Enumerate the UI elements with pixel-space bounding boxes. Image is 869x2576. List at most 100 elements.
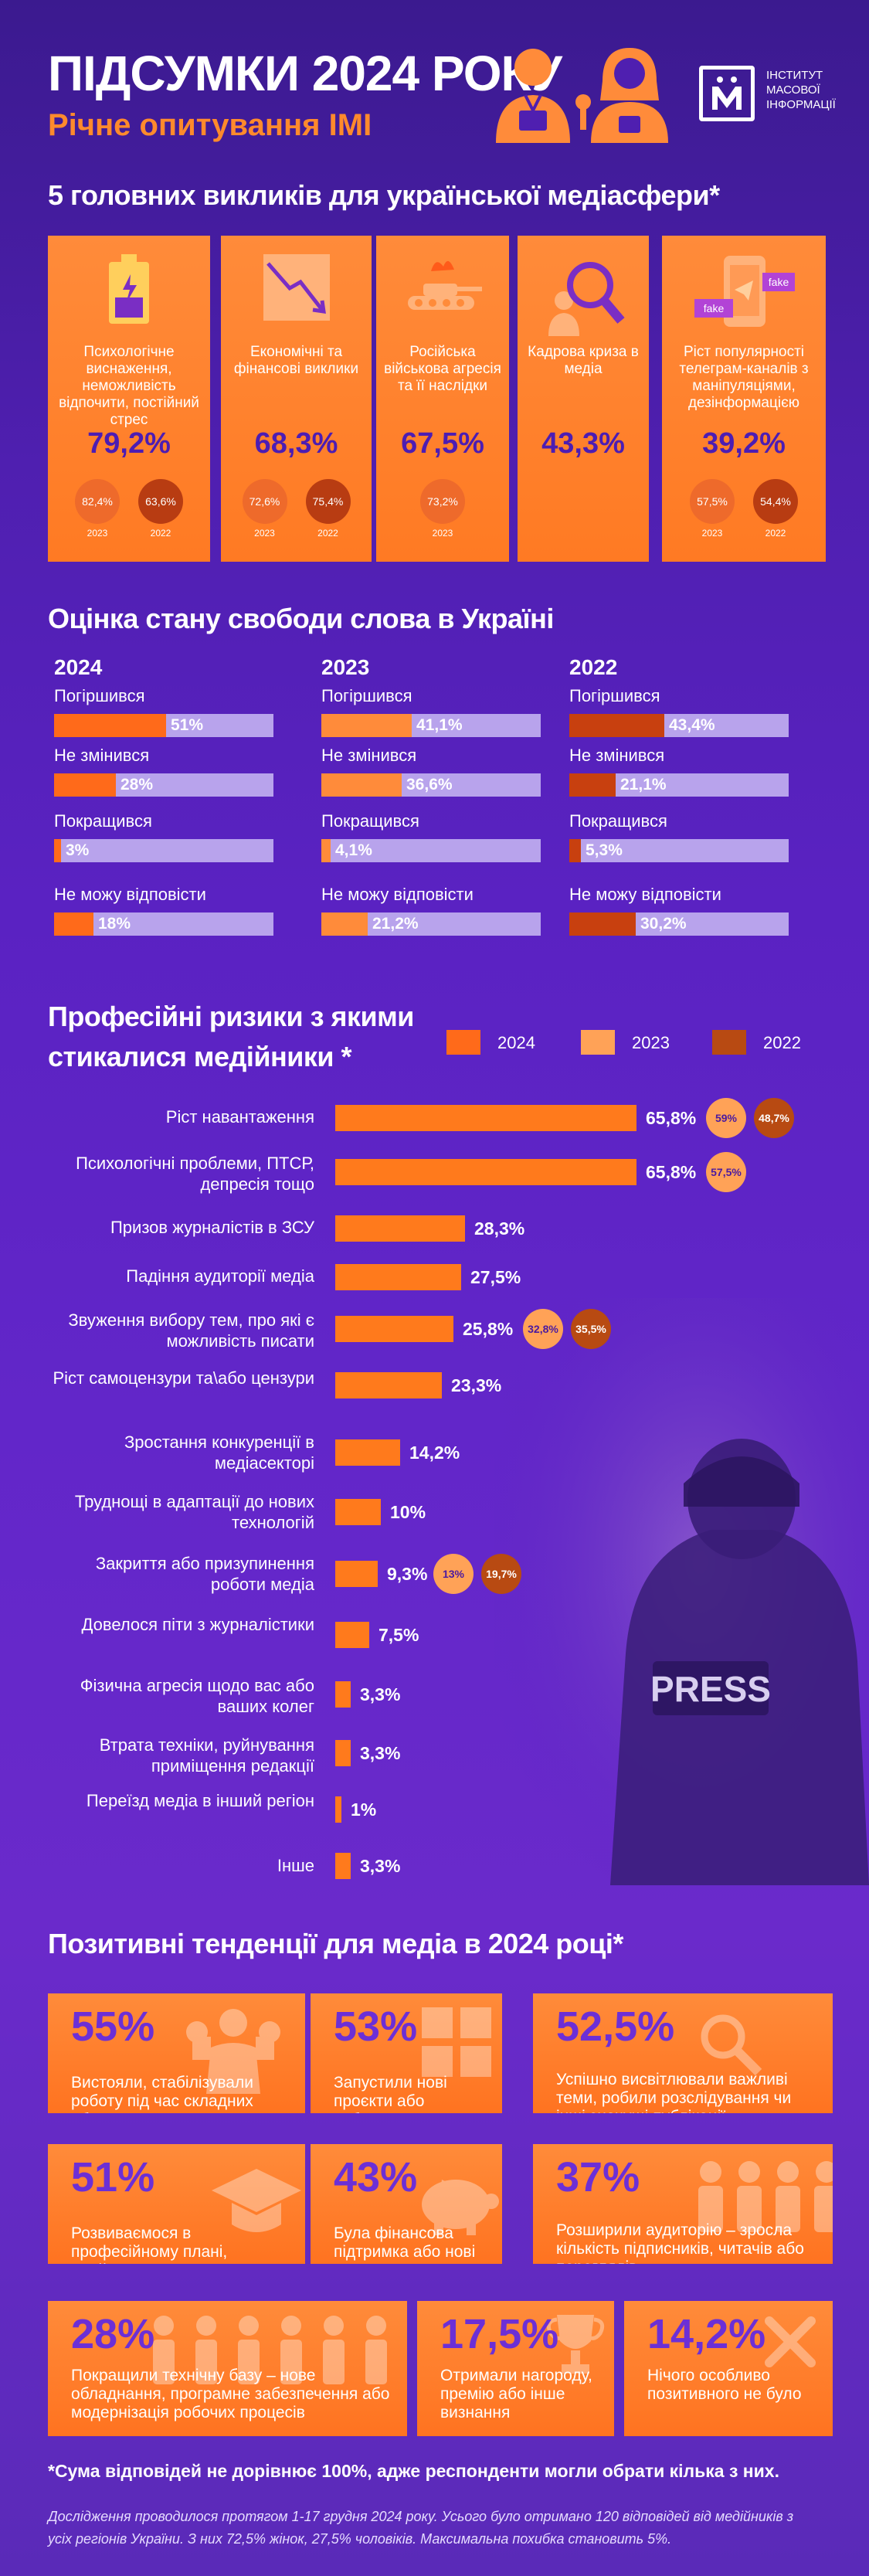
freedom-bar-track: 18% xyxy=(54,912,273,936)
freedom-bar-track: 51% xyxy=(54,714,273,737)
risk-value-2024: 3,3% xyxy=(360,1743,401,1763)
risk-label: Ріст навантаження xyxy=(165,1107,314,1127)
logo-line-1: ІНСТИТУТ xyxy=(766,69,823,82)
trend-down-icon xyxy=(262,253,331,326)
risk-label: Ріст самоцензури та\або цензури xyxy=(53,1368,314,1388)
risks-title-line1: Професійні ризики з якими xyxy=(48,1001,414,1032)
freedom-bar-fill xyxy=(321,912,368,936)
risks-title-line2: стикалися медійники * xyxy=(48,1041,352,1072)
risk-bar-2024 xyxy=(335,1622,369,1648)
challenge-label: Російська військова агресія та її наслід… xyxy=(384,344,501,394)
positive-card: 51% Розвиваємося в професійному плані, пр… xyxy=(48,2144,305,2264)
prev-year-label: 2023 xyxy=(432,528,453,539)
legend-label: 2024 xyxy=(497,1033,535,1052)
prev-year-circle: 82,4% xyxy=(75,479,120,524)
people-row-icon xyxy=(141,2310,395,2391)
challenge-card: Економічні та фінансові виклики 68,3% 72,6… xyxy=(221,236,372,562)
risk-bar-2024 xyxy=(335,1105,636,1131)
risks-title: Професійні ризики з якими стикалися меді… xyxy=(48,997,414,1077)
press-photo: PRESS xyxy=(494,1298,869,1885)
tank-icon xyxy=(400,253,485,326)
risk-bar-2024 xyxy=(335,1316,453,1342)
risk-value-2024: 7,5% xyxy=(378,1625,419,1645)
risk-label: Падіння аудиторії медіа xyxy=(126,1266,314,1286)
risk-label: Довелося піти з журналістики xyxy=(81,1615,315,1634)
logo-text: ІНСТИТУТ МАСОВОЇ ІНФОРМАЦІЇ xyxy=(766,68,836,112)
positive-text: Запустили нові проєкти або рубрики xyxy=(334,2074,447,2113)
freedom-bar-value: 5,3% xyxy=(586,841,623,859)
freedom-bar-value: 21,1% xyxy=(620,776,667,794)
trophy-icon xyxy=(545,2310,606,2384)
prev-year-label: 2022 xyxy=(765,528,786,539)
prev-year-circle: 75,4% xyxy=(305,479,351,524)
freedom-row-label: Погіршився xyxy=(569,686,660,705)
risk-circle-2023: 57,5% xyxy=(706,1152,746,1192)
positive-card: 52,5% Успішно висвітлювали важливі теми, … xyxy=(533,1993,833,2113)
piggy-bank-icon xyxy=(411,2167,502,2241)
freedom-bar-value: 21,2% xyxy=(372,915,419,933)
positive-card: 37% Розширили аудиторію – зросла кількіст… xyxy=(533,2144,833,2264)
risk-label: Переїзд медіа в інший регіон xyxy=(86,1791,314,1810)
challenge-label: Кадрова криза в медіа xyxy=(528,344,639,377)
challenge-label: Економічні та фінансові виклики xyxy=(233,344,359,377)
positive-text: Отримали нагороду, премію або інше визна… xyxy=(440,2367,592,2421)
freedom-bar-fill xyxy=(569,714,664,737)
risk-value-2024: 23,3% xyxy=(451,1375,502,1395)
challenges-title: 5 головних викликів для української меді… xyxy=(48,179,720,211)
freedom-bar-fill xyxy=(54,839,61,862)
man-icon xyxy=(496,49,570,143)
challenge-value: 68,3% xyxy=(254,427,338,460)
risk-bar-2024 xyxy=(335,1853,351,1879)
risk-bar-2024 xyxy=(335,1215,465,1242)
risk-value-2024: 28,3% xyxy=(474,1218,525,1239)
risk-bar-2024 xyxy=(335,1439,400,1466)
cross-icon xyxy=(763,2315,817,2373)
press-label: PRESS xyxy=(650,1669,771,1709)
freedom-bar-fill xyxy=(321,773,402,797)
freedom-bar-fill xyxy=(569,912,636,936)
risk-circle-2022: 19,7% xyxy=(481,1554,521,1594)
page-title: ПІДСУМКИ 2024 РОКУ xyxy=(48,46,562,101)
positive-title: Позитивні тенденції для медіа в 2024 роц… xyxy=(48,1928,623,1959)
people-group-icon xyxy=(687,2152,833,2241)
positive-text: Нічого особливо позитивного не було xyxy=(647,2367,802,2403)
risk-label: Звуження вибору тем, про які є можливіст… xyxy=(68,1310,314,1351)
freedom-bar-track: 3% xyxy=(54,839,273,862)
positive-card: 28% Покращили технічну базу – нове обладн… xyxy=(48,2301,407,2436)
risk-bar-2024 xyxy=(335,1796,341,1823)
positive-percent: 43% xyxy=(334,2154,418,2200)
prev-year-circle: 72,6% xyxy=(242,479,287,524)
positive-percent: 17,5% xyxy=(440,2311,559,2357)
freedom-bar-track: 41,1% xyxy=(321,714,541,737)
prev-year-circle: 63,6% xyxy=(138,479,183,524)
methodology-note: Дослідження проводилося протягом 1-17 гр… xyxy=(48,2509,794,2547)
freedom-row-label: Не змінився xyxy=(321,746,417,765)
freedom-bar-track: 5,3% xyxy=(569,839,789,862)
risk-circle-2023: 32,8% xyxy=(523,1309,563,1349)
freedom-bar-value: 28% xyxy=(121,776,154,794)
strong-arms-icon xyxy=(183,2001,283,2098)
challenge-card: Кадрова криза в медіа 43,3% xyxy=(518,236,649,562)
challenge-label: Психологічне виснаження, неможливість ві… xyxy=(59,344,199,428)
positive-percent: 37% xyxy=(556,2154,640,2200)
woman-icon xyxy=(575,48,668,143)
freedom-bar-track: 21,1% xyxy=(569,773,789,797)
freedom-bar-value: 4,1% xyxy=(335,841,372,859)
positive-card: 53% Запустили нові проєкти або рубрики xyxy=(311,1993,502,2113)
positive-text: Була фінансова підтримка або нові гранти xyxy=(334,2224,476,2264)
freedom-row-label: Покращився xyxy=(321,811,419,831)
freedom-bar-track: 21,2% xyxy=(321,912,541,936)
freedom-bar-fill xyxy=(321,839,331,862)
freedom-bar-value: 30,2% xyxy=(640,915,687,933)
risk-label: Труднощі в адаптації до нових технологій xyxy=(74,1492,314,1532)
graduation-cap-icon xyxy=(210,2160,303,2248)
risk-bar-2024 xyxy=(335,1372,442,1398)
positive-percent: 51% xyxy=(71,2154,155,2200)
positive-text: Успішно висвітлювали важливі теми, робил… xyxy=(556,2071,792,2113)
grid-blocks-icon xyxy=(419,2004,496,2085)
risk-bar-2024 xyxy=(335,1159,636,1185)
freedom-row-label: Не можу відповісти xyxy=(321,885,474,904)
prev-year-label: 2023 xyxy=(701,528,723,539)
positive-percent: 14,2% xyxy=(647,2311,766,2357)
positive-text: Розширили аудиторію – зросла кількість п… xyxy=(556,2221,804,2264)
